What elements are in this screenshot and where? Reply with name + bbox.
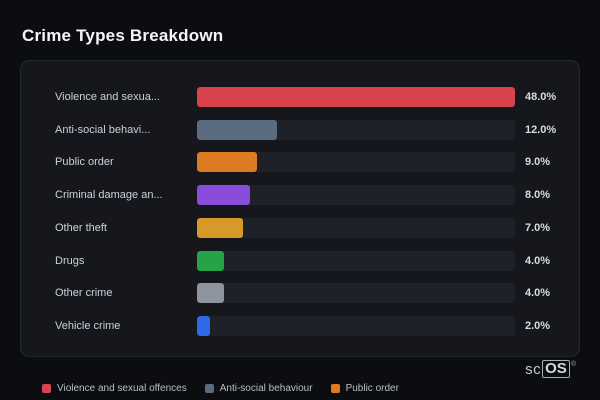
registered-trademark-icon: ® bbox=[570, 361, 576, 368]
chart-panel: Violence and sexua... 48.0% Anti-social be… bbox=[20, 60, 580, 357]
legend-swatch-icon bbox=[204, 384, 214, 393]
bar-fill[interactable] bbox=[197, 250, 224, 271]
legend-item[interactable]: Public order bbox=[330, 383, 399, 394]
bar-track bbox=[197, 152, 515, 173]
chart-row: Other crime 4.0% bbox=[55, 281, 567, 305]
value-label: 2.0% bbox=[525, 319, 551, 332]
category-label: Drugs bbox=[55, 254, 85, 267]
value-label: 4.0% bbox=[525, 254, 551, 267]
bar-fill[interactable] bbox=[197, 87, 515, 107]
chart-row: Vehicle crime 2.0% bbox=[55, 314, 567, 338]
category-label: Criminal damage an... bbox=[55, 189, 163, 202]
chart-rows: Violence and sexua... 48.0% Anti-social be… bbox=[21, 85, 579, 338]
value-label: 9.0% bbox=[525, 156, 551, 169]
category-label: Vehicle crime bbox=[55, 319, 121, 332]
bar-fill[interactable] bbox=[197, 283, 224, 304]
chart-row: Criminal damage an... 8.0% bbox=[55, 183, 567, 207]
chart-row: Violence and sexua... 48.0% bbox=[55, 85, 567, 109]
legend-swatch-icon bbox=[330, 384, 340, 393]
bar-track bbox=[197, 315, 515, 336]
category-label: Other crime bbox=[55, 287, 113, 300]
category-label: Public order bbox=[55, 156, 114, 169]
legend-label: Anti-social behaviour bbox=[219, 383, 313, 394]
category-label: Violence and sexua... bbox=[55, 91, 160, 103]
legend-swatch-icon bbox=[42, 384, 51, 393]
bar-fill[interactable] bbox=[197, 315, 211, 336]
bar-track bbox=[197, 185, 515, 206]
chart-legend: Violence and sexual offences Anti-social … bbox=[42, 383, 399, 394]
chart-row: Other theft 7.0% bbox=[55, 216, 567, 240]
bar-fill[interactable] bbox=[197, 185, 250, 206]
category-label: Anti-social behavi... bbox=[55, 123, 151, 136]
bar-track bbox=[197, 87, 515, 107]
value-label: 12.0% bbox=[525, 123, 557, 136]
value-label: 48.0% bbox=[525, 91, 557, 103]
logo-prefix-text: sc bbox=[525, 361, 542, 378]
logo-box-text: OS bbox=[542, 360, 570, 378]
bar-track bbox=[197, 283, 515, 304]
value-label: 8.0% bbox=[525, 189, 551, 202]
page-title: Crime Types Breakdown bbox=[22, 26, 224, 45]
scos-logo: sc OS ® bbox=[525, 360, 576, 378]
value-label: 7.0% bbox=[525, 221, 551, 234]
legend-label: Public order bbox=[345, 383, 399, 394]
chart-row: Drugs 4.0% bbox=[55, 249, 567, 273]
bar-fill[interactable] bbox=[197, 119, 277, 140]
value-label: 4.0% bbox=[525, 287, 551, 300]
bar-track bbox=[197, 250, 515, 271]
bar-fill[interactable] bbox=[197, 217, 244, 238]
chart-row: Anti-social behavi... 12.0% bbox=[55, 118, 567, 142]
bar-fill[interactable] bbox=[197, 152, 257, 173]
bar-track bbox=[197, 119, 515, 140]
legend-item[interactable]: Anti-social behaviour bbox=[204, 383, 313, 394]
chart-row: Public order 9.0% bbox=[55, 150, 567, 174]
legend-label: Violence and sexual offences bbox=[57, 383, 187, 394]
legend-item[interactable]: Violence and sexual offences bbox=[42, 383, 187, 394]
bar-track bbox=[197, 217, 515, 238]
category-label: Other theft bbox=[55, 221, 107, 234]
